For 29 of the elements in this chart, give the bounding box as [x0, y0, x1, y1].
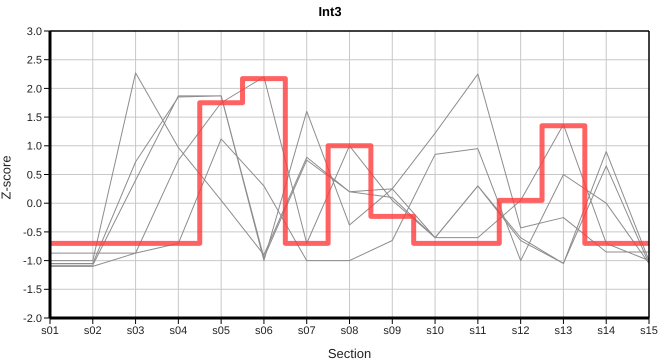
y-tick-label: 0.0 [26, 198, 42, 210]
x-tick-label: s05 [212, 324, 230, 337]
y-tick-label: -1.5 [23, 284, 42, 296]
chart-title: Int3 [317, 3, 343, 21]
x-tick-label: s11 [469, 324, 486, 337]
y-tick-label: 3.0 [26, 26, 42, 38]
x-tick-label: s08 [340, 324, 358, 337]
y-tick-label: 2.5 [26, 54, 42, 67]
x-tick-label: s10 [426, 324, 444, 337]
y-tick-label: -0.5 [23, 226, 42, 239]
x-tick-label: s14 [597, 324, 616, 337]
x-tick-label: s07 [298, 324, 316, 337]
x-tick-label: s01 [41, 324, 59, 337]
y-tick-label: 0.5 [26, 169, 42, 182]
x-tick-label: s06 [255, 324, 273, 337]
x-tick-label: s02 [84, 324, 102, 337]
y-tick-label: 2.0 [26, 83, 42, 96]
y-tick-label: -2.0 [23, 312, 42, 325]
y-tick-label: 1.0 [26, 140, 42, 153]
y-axis-title: Z-score [0, 155, 14, 200]
y-tick-label: -1.0 [23, 256, 42, 268]
x-tick-label: s15 [640, 324, 658, 337]
x-axis-title: Section [328, 346, 372, 360]
x-tick-label: s12 [512, 324, 530, 337]
x-tick-label: s09 [383, 324, 402, 337]
x-tick-label: s03 [126, 324, 144, 337]
x-tick-label: s04 [169, 324, 188, 337]
x-tick-label: s13 [554, 324, 572, 337]
y-tick-label: 1.5 [26, 112, 42, 124]
